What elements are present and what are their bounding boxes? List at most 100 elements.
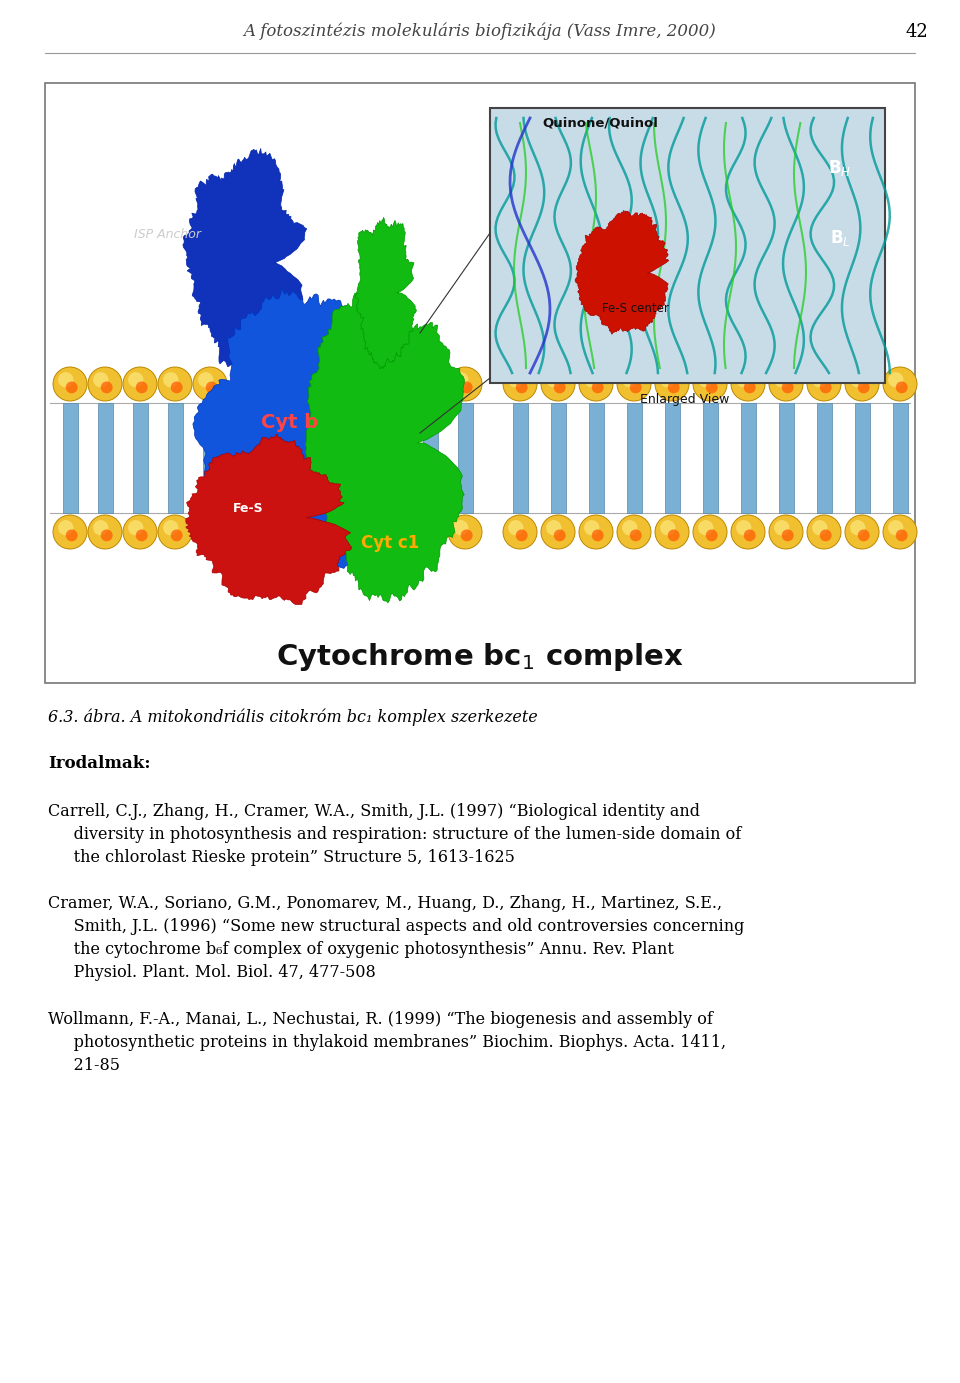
Circle shape (693, 514, 727, 549)
Bar (551, 402, 566, 513)
Bar (513, 402, 528, 513)
Text: ISP Anchor: ISP Anchor (134, 228, 202, 242)
Circle shape (101, 382, 112, 393)
Circle shape (812, 520, 828, 535)
Circle shape (503, 366, 537, 401)
Text: 21-85: 21-85 (48, 1057, 120, 1075)
Circle shape (820, 382, 831, 393)
Bar (665, 402, 680, 513)
Circle shape (425, 530, 438, 541)
Circle shape (516, 530, 528, 541)
Circle shape (736, 520, 752, 535)
Circle shape (101, 530, 112, 541)
Circle shape (554, 530, 565, 541)
Circle shape (769, 514, 803, 549)
Circle shape (744, 382, 756, 393)
Circle shape (503, 514, 537, 549)
Text: A fotoszintézis molekuláris biofizikája (Vass Imre, 2000): A fotoszintézis molekuláris biofizikája … (244, 24, 716, 40)
Circle shape (205, 382, 218, 393)
Circle shape (660, 520, 676, 535)
Circle shape (857, 530, 870, 541)
Text: the chlorolast Rieske protein” Structure 5, 1613-1625: the chlorolast Rieske protein” Structure… (48, 849, 515, 866)
Circle shape (812, 372, 828, 387)
Circle shape (857, 382, 870, 393)
Text: Irodalmak:: Irodalmak: (48, 755, 151, 772)
Circle shape (59, 520, 73, 535)
Circle shape (896, 382, 907, 393)
Circle shape (622, 520, 637, 535)
Circle shape (845, 514, 879, 549)
Circle shape (668, 530, 680, 541)
Circle shape (845, 366, 879, 401)
Circle shape (781, 530, 794, 541)
Polygon shape (182, 148, 306, 375)
Bar (741, 402, 756, 513)
Circle shape (706, 382, 718, 393)
Circle shape (193, 514, 227, 549)
Text: Fe-S: Fe-S (232, 502, 263, 514)
Text: Cramer, W.A., Soriano, G.M., Ponomarev, M., Huang, D., Zhang, H., Martinez, S.E.: Cramer, W.A., Soriano, G.M., Ponomarev, … (48, 895, 722, 911)
Circle shape (591, 530, 604, 541)
Text: the cytochrome b₆f complex of oxygenic photosynthesis” Annu. Rev. Plant: the cytochrome b₆f complex of oxygenic p… (48, 940, 674, 958)
Circle shape (93, 520, 108, 535)
Circle shape (158, 514, 192, 549)
Circle shape (630, 530, 641, 541)
Circle shape (198, 520, 213, 535)
Bar (779, 402, 794, 513)
Circle shape (888, 372, 903, 387)
Circle shape (554, 382, 565, 393)
Circle shape (744, 530, 756, 541)
Bar (817, 402, 832, 513)
Circle shape (546, 372, 562, 387)
Circle shape (731, 514, 765, 549)
Circle shape (59, 372, 73, 387)
Circle shape (163, 372, 179, 387)
Text: B$_H$: B$_H$ (828, 158, 852, 178)
Text: Cyt b: Cyt b (261, 414, 319, 433)
Text: photosynthetic proteins in thylakoid membranes” Biochim. Biophys. Acta. 1411,: photosynthetic proteins in thylakoid mem… (48, 1034, 726, 1051)
Circle shape (546, 520, 562, 535)
Text: Fe-S center: Fe-S center (602, 301, 668, 314)
Text: 6.3. ábra. A mitokondriális citokróm bc₁ komplex szerkezete: 6.3. ábra. A mitokondriális citokróm bc₁… (48, 708, 538, 726)
Circle shape (508, 520, 523, 535)
Text: Smith, J.L. (1996) “Some new structural aspects and old controversies concerning: Smith, J.L. (1996) “Some new structural … (48, 918, 744, 935)
Circle shape (419, 520, 433, 535)
Circle shape (655, 514, 689, 549)
Circle shape (541, 514, 575, 549)
Circle shape (807, 366, 841, 401)
Circle shape (591, 382, 604, 393)
Circle shape (88, 366, 122, 401)
Circle shape (198, 372, 213, 387)
Bar (168, 402, 183, 513)
Circle shape (622, 372, 637, 387)
Circle shape (668, 382, 680, 393)
Circle shape (508, 372, 523, 387)
Circle shape (693, 366, 727, 401)
Circle shape (448, 514, 482, 549)
Text: B$_L$: B$_L$ (829, 228, 851, 248)
Circle shape (617, 514, 651, 549)
Polygon shape (193, 289, 384, 585)
Bar (893, 402, 908, 513)
Circle shape (655, 366, 689, 401)
Circle shape (579, 514, 613, 549)
Bar (589, 402, 604, 513)
Text: Cyt c1: Cyt c1 (361, 534, 420, 552)
Circle shape (453, 520, 468, 535)
Bar (855, 402, 870, 513)
Circle shape (135, 382, 148, 393)
Circle shape (461, 382, 472, 393)
Bar (458, 402, 473, 513)
Bar (703, 402, 718, 513)
Bar (423, 402, 438, 513)
Circle shape (135, 530, 148, 541)
Polygon shape (186, 434, 351, 604)
Text: Enlarged View: Enlarged View (640, 393, 730, 407)
Circle shape (630, 382, 641, 393)
Text: Cytochrome bc$_1$ complex: Cytochrome bc$_1$ complex (276, 640, 684, 674)
Circle shape (128, 372, 143, 387)
Bar (490, 108, 885, 383)
Bar (627, 402, 642, 513)
Circle shape (584, 520, 599, 535)
Circle shape (660, 372, 676, 387)
